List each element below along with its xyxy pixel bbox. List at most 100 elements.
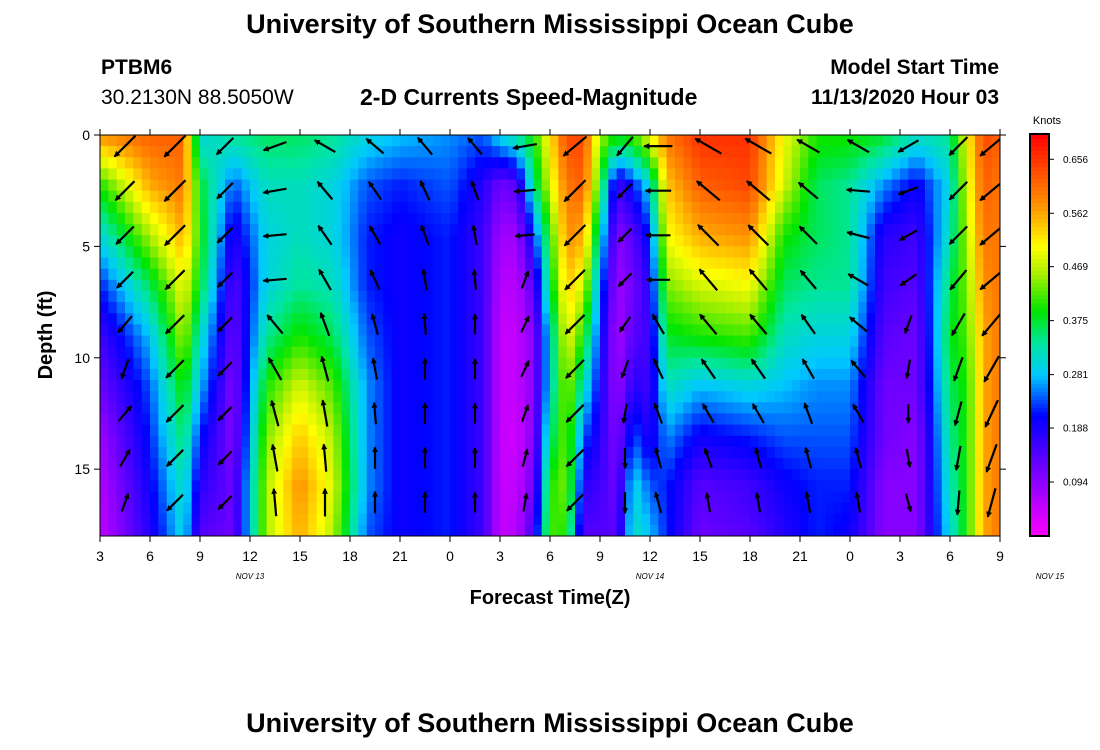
- heatmap-cell: [633, 313, 643, 325]
- current-vector: [116, 270, 134, 289]
- heatmap-cell: [883, 357, 893, 370]
- heatmap-cell: [766, 268, 776, 281]
- heatmap-cell: [291, 212, 301, 225]
- colorbar-segment: [1030, 206, 1049, 211]
- heatmap-cell: [175, 235, 184, 247]
- heatmap-cell: [600, 313, 609, 325]
- heatmap-cell: [275, 135, 284, 147]
- heatmap-cell: [525, 313, 534, 325]
- heatmap-cell: [550, 212, 559, 225]
- heatmap-cell: [725, 179, 734, 192]
- heatmap-cell: [808, 346, 818, 359]
- colorbar-segment: [1030, 459, 1049, 465]
- heatmap-cell: [366, 424, 376, 437]
- heatmap-cell: [191, 435, 201, 448]
- heatmap-cell: [533, 424, 543, 437]
- heatmap-cell: [166, 212, 176, 225]
- colorbar-segment: [1030, 198, 1049, 203]
- heatmap-cell: [158, 146, 168, 158]
- heatmap-cell: [266, 435, 276, 448]
- heatmap-cell: [341, 402, 351, 415]
- heatmap-cell: [341, 157, 351, 170]
- heatmap-cell: [383, 313, 393, 325]
- heatmap-cell: [533, 246, 543, 259]
- heatmap-cell: [125, 190, 134, 203]
- heatmap-cell: [158, 357, 168, 370]
- heatmap-cell: [225, 458, 234, 470]
- heatmap-cell: [950, 157, 959, 170]
- current-vector: [421, 313, 428, 335]
- heatmap-cell: [850, 268, 859, 281]
- heatmap-cell: [908, 212, 918, 225]
- heatmap-cell: [608, 313, 618, 325]
- heatmap-cell: [766, 279, 776, 292]
- heatmap-cell: [241, 480, 251, 493]
- heatmap-cell: [441, 413, 451, 426]
- heatmap-cell: [858, 135, 868, 147]
- heatmap-cell: [483, 424, 493, 437]
- heatmap-cell: [275, 524, 284, 536]
- colorbar-segment: [1030, 242, 1049, 248]
- heatmap-cell: [208, 357, 218, 370]
- heatmap-cell: [200, 290, 209, 303]
- heatmap-cell: [316, 524, 326, 536]
- heatmap-cell: [250, 235, 259, 247]
- heatmap-cell: [591, 424, 601, 437]
- heatmap-cell: [200, 513, 209, 526]
- colorbar-segment: [1030, 431, 1049, 437]
- heatmap-cell: [891, 257, 901, 270]
- heatmap-cell: [583, 502, 593, 515]
- heatmap-cell: [525, 502, 534, 515]
- heatmap-cell: [341, 246, 351, 259]
- heatmap-cell: [416, 190, 426, 203]
- heatmap-cell: [766, 157, 776, 170]
- heatmap-cell: [533, 257, 543, 270]
- heatmap-cell: [466, 469, 476, 481]
- heatmap-cell: [716, 469, 726, 481]
- heatmap-cell: [175, 435, 184, 448]
- heatmap-cell: [675, 157, 684, 170]
- heatmap-cell: [475, 246, 484, 259]
- heatmap-cell: [608, 212, 618, 225]
- heatmap-cell: [208, 302, 218, 314]
- heatmap-cell: [591, 469, 601, 481]
- heatmap-cell: [866, 480, 876, 493]
- heatmap-cell: [941, 146, 951, 158]
- heatmap-cell: [950, 212, 959, 225]
- heatmap-cell: [975, 368, 984, 381]
- heatmap-cell: [600, 402, 609, 415]
- heatmap-cell: [283, 212, 293, 225]
- heatmap-cell: [366, 257, 376, 270]
- heatmap-cell: [608, 268, 618, 281]
- heatmap-cell: [641, 257, 651, 270]
- heatmap-cell: [333, 157, 343, 170]
- heatmap-cell: [258, 268, 268, 281]
- heatmap-cell: [633, 279, 643, 292]
- heatmap-cell: [983, 313, 993, 325]
- heatmap-cell: [125, 502, 134, 515]
- heatmap-cell: [841, 257, 851, 270]
- heatmap-cell: [366, 380, 376, 392]
- heatmap-cell: [291, 413, 301, 426]
- speed-heatmap: [100, 135, 1000, 536]
- heatmap-cell: [408, 491, 418, 504]
- heatmap-cell: [991, 380, 1000, 392]
- heatmap-cell: [666, 446, 676, 459]
- heatmap-cell: [341, 201, 351, 214]
- heatmap-cell: [875, 346, 884, 359]
- heatmap-cell: [891, 224, 901, 236]
- heatmap-cell: [325, 313, 334, 325]
- heatmap-cell: [991, 435, 1000, 448]
- heatmap-cell: [433, 246, 443, 259]
- heatmap-cell: [925, 513, 934, 526]
- heatmap-cell: [508, 190, 518, 203]
- heatmap-cell: [741, 368, 751, 381]
- heatmap-cell: [500, 257, 509, 270]
- heatmap-cell: [983, 257, 993, 270]
- heatmap-cell: [175, 212, 184, 225]
- heatmap-cell: [716, 313, 726, 325]
- heatmap-cell: [266, 146, 276, 158]
- heatmap-cell: [191, 368, 201, 381]
- heatmap-cell: [150, 313, 159, 325]
- heatmap-cell: [433, 524, 443, 536]
